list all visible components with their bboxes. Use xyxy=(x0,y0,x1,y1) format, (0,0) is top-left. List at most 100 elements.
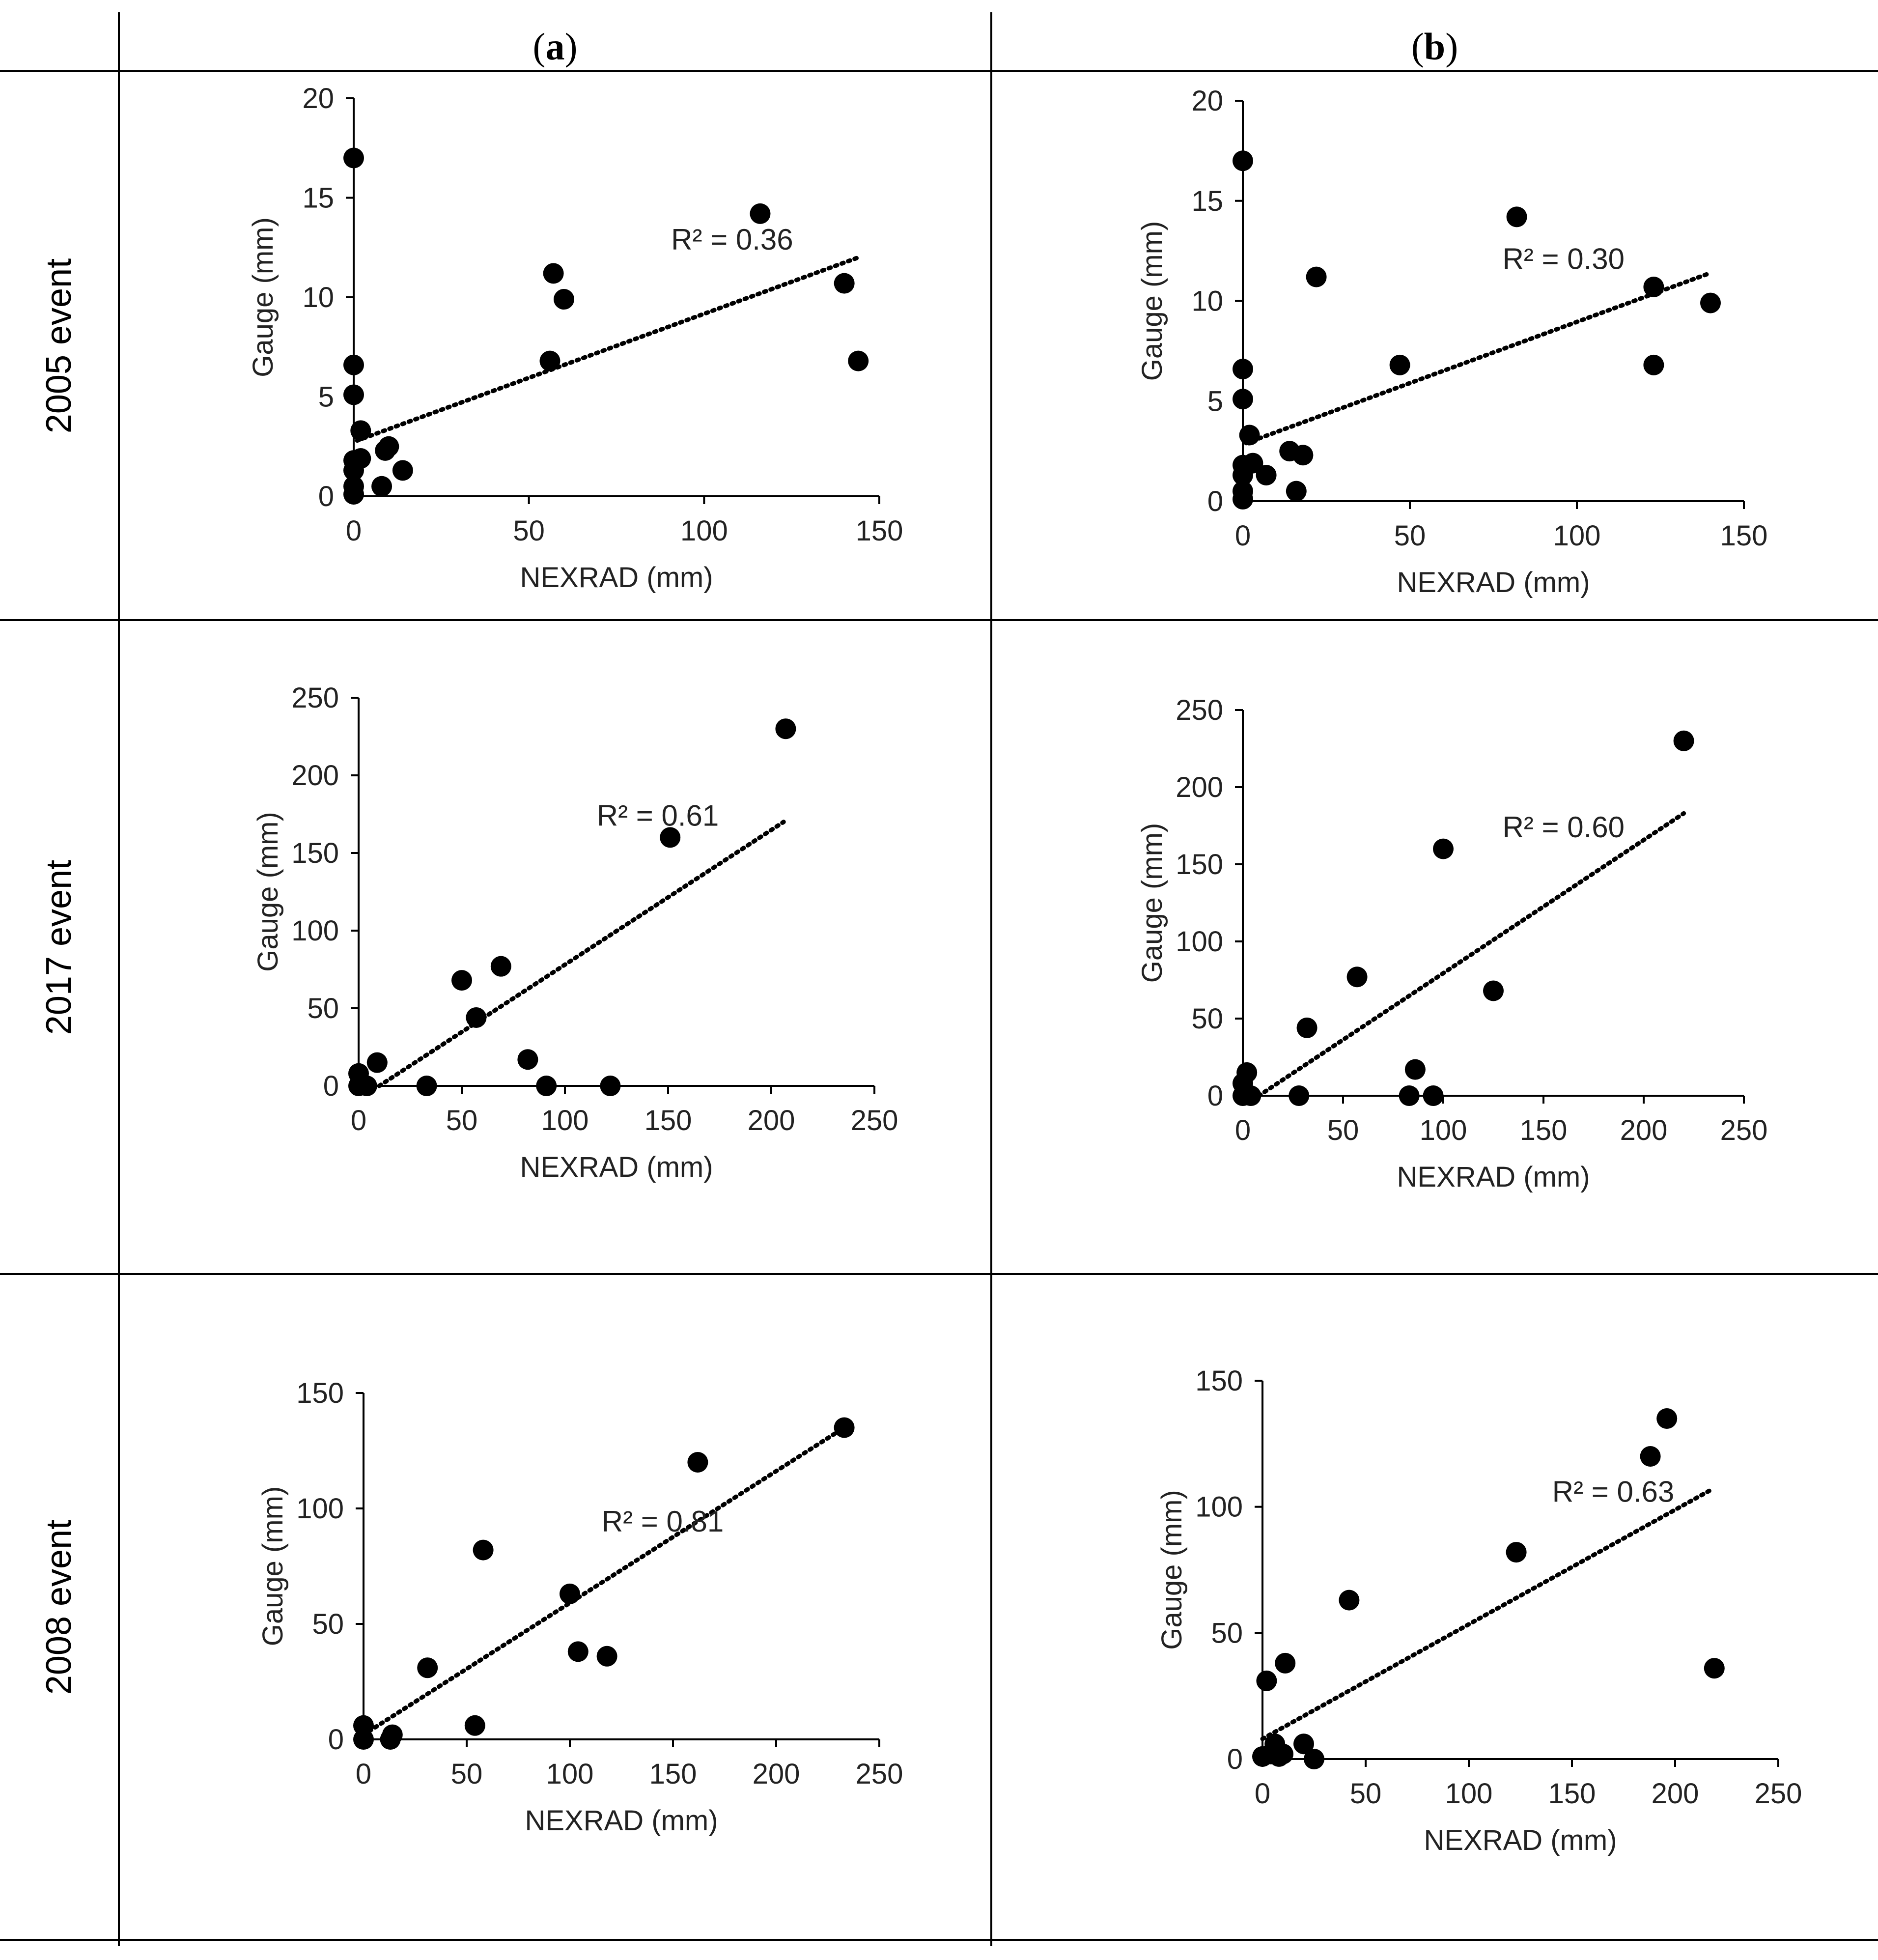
y-tick-label: 0 xyxy=(1207,485,1223,517)
y-tick-label: 200 xyxy=(1176,771,1223,803)
x-axis-label: NEXRAD (mm) xyxy=(520,562,713,594)
x-tick-label: 100 xyxy=(1420,1114,1467,1146)
data-point xyxy=(343,147,364,169)
y-tick-label: 150 xyxy=(1176,849,1223,881)
data-point xyxy=(1256,465,1277,486)
x-axis-label: NEXRAD (mm) xyxy=(1397,1161,1590,1193)
data-point xyxy=(350,420,371,441)
data-point xyxy=(560,1583,580,1604)
y-tick-label: 250 xyxy=(291,682,339,714)
trendline xyxy=(1244,270,1713,446)
r-squared-annotation: R² = 0.36 xyxy=(671,223,793,256)
data-point xyxy=(451,970,472,991)
x-tick-label: 0 xyxy=(351,1105,366,1136)
x-axis-label: NEXRAD (mm) xyxy=(1424,1824,1617,1856)
x-tick-label: 200 xyxy=(753,1758,800,1790)
column-b-open: ( xyxy=(1411,25,1424,68)
scatter-2005-a: 0 50 100 150 0 5 10 15 20 NEXRAD (mm) Gauge (mm) R²… xyxy=(247,83,903,594)
x-tick-label: 150 xyxy=(1548,1778,1596,1810)
y-tick-label: 0 xyxy=(318,481,334,512)
x-tick-label: 250 xyxy=(1755,1778,1802,1810)
data-point xyxy=(687,1452,708,1473)
x-tick-label: 50 xyxy=(1327,1114,1359,1146)
row-header-2005-label: 2005 event xyxy=(39,258,79,433)
data-point xyxy=(567,1641,589,1662)
x-tick-label: 100 xyxy=(1553,520,1601,552)
y-tick-label: 0 xyxy=(1227,1743,1243,1775)
y-axis-label: Gauge (mm) xyxy=(257,1486,289,1647)
data-point xyxy=(1242,453,1263,474)
data-point xyxy=(1433,838,1454,859)
data-point xyxy=(1233,389,1253,410)
x-tick-label: 50 xyxy=(1350,1778,1382,1810)
x-tick-label: 250 xyxy=(856,1758,903,1790)
r-squared-annotation: R² = 0.81 xyxy=(602,1505,724,1538)
data-point xyxy=(1275,1652,1296,1674)
data-point xyxy=(473,1539,494,1561)
data-point xyxy=(834,273,855,294)
data-point xyxy=(392,460,413,481)
row-header-2008-label: 2008 event xyxy=(39,1519,79,1695)
x-tick-label: 150 xyxy=(649,1758,697,1790)
column-b-letter: b xyxy=(1424,25,1446,68)
data-point xyxy=(554,289,574,310)
x-tick-label: 0 xyxy=(1255,1778,1270,1810)
data-point xyxy=(1239,425,1260,446)
data-point xyxy=(466,1007,487,1028)
data-point xyxy=(834,1417,855,1438)
y-tick-label: 0 xyxy=(1207,1080,1223,1112)
y-tick-label: 100 xyxy=(1195,1491,1243,1523)
y-axis-label: Gauge (mm) xyxy=(1136,823,1168,983)
scatter-2005-b: 0 50 100 150 0 5 10 15 20 NEXRAD (mm) Gauge (mm) R²… xyxy=(1136,85,1767,598)
data-point xyxy=(1273,1743,1293,1764)
r-squared-annotation: R² = 0.30 xyxy=(1503,242,1625,275)
x-axis-label: NEXRAD (mm) xyxy=(1397,567,1590,598)
x-tick-label: 250 xyxy=(1720,1114,1768,1146)
y-axis-label: Gauge (mm) xyxy=(1136,221,1168,381)
y-tick-label: 100 xyxy=(1176,926,1223,958)
y-tick-label: 50 xyxy=(312,1608,344,1640)
data-point xyxy=(1700,292,1721,313)
data-point xyxy=(353,1715,374,1736)
data-point xyxy=(1292,445,1314,466)
x-tick-label: 150 xyxy=(1520,1114,1568,1146)
column-header-a: (a) xyxy=(119,20,991,74)
r-squared-annotation: R² = 0.63 xyxy=(1552,1475,1674,1508)
data-point xyxy=(1233,488,1253,510)
x-tick-label: 150 xyxy=(645,1105,692,1136)
y-tick-label: 100 xyxy=(291,915,339,947)
x-tick-label: 200 xyxy=(1620,1114,1668,1146)
x-tick-label: 0 xyxy=(356,1758,371,1790)
data-point xyxy=(1296,1017,1317,1038)
data-point xyxy=(1656,1408,1678,1429)
x-tick-label: 50 xyxy=(446,1105,478,1136)
row-header-2017-label: 2017 event xyxy=(39,859,79,1035)
x-tick-label: 0 xyxy=(346,515,362,547)
data-point xyxy=(1483,980,1504,1001)
y-tick-label: 150 xyxy=(1195,1365,1243,1397)
x-tick-label: 50 xyxy=(1394,520,1426,552)
y-tick-label: 5 xyxy=(1207,385,1223,417)
data-point xyxy=(1240,1085,1261,1106)
column-b-close: ) xyxy=(1445,25,1458,68)
y-tick-label: 100 xyxy=(296,1493,344,1525)
data-point xyxy=(366,1052,388,1073)
scatter-2017-a: 0 50 100 150 200 250 0 50 100 150 200 250 NEXRAD (mm… xyxy=(252,682,898,1183)
data-point xyxy=(539,350,561,371)
data-point xyxy=(1506,1542,1527,1563)
y-tick-label: 5 xyxy=(318,381,334,413)
trendline xyxy=(377,820,786,1088)
trendline xyxy=(355,255,861,443)
data-point xyxy=(1286,481,1307,502)
x-axis-label: NEXRAD (mm) xyxy=(525,1805,718,1837)
x-tick-label: 150 xyxy=(856,515,903,547)
data-point xyxy=(416,1076,437,1096)
y-tick-label: 20 xyxy=(302,83,334,114)
y-tick-label: 50 xyxy=(1191,1003,1223,1035)
y-axis-label: Gauge (mm) xyxy=(1156,1490,1188,1650)
data-point xyxy=(775,718,796,739)
data-point xyxy=(536,1076,557,1096)
data-point xyxy=(1640,1446,1661,1467)
r-squared-annotation: R² = 0.60 xyxy=(1503,811,1625,844)
